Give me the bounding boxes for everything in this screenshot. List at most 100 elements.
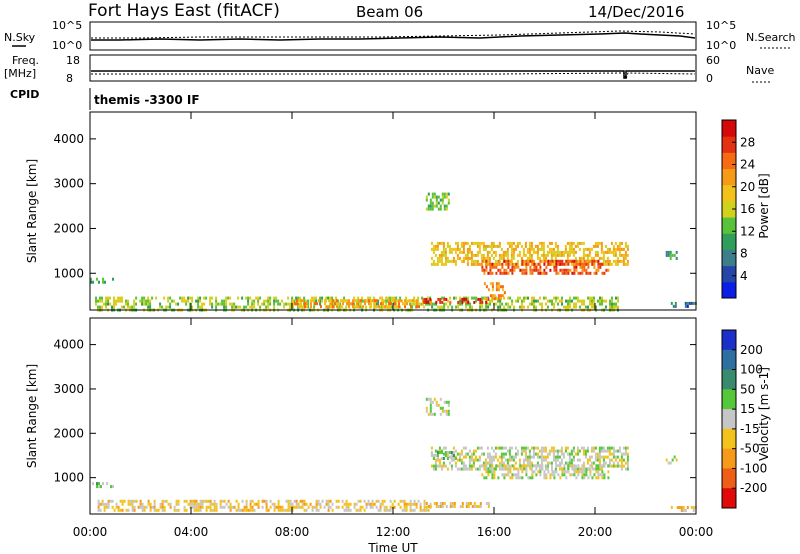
range-cell xyxy=(492,256,495,260)
range-cell xyxy=(97,299,99,303)
range-cell xyxy=(413,508,416,512)
range-cell xyxy=(440,253,443,257)
range-cell xyxy=(427,207,430,211)
y-tick-label: 1000 xyxy=(53,471,84,485)
range-cell xyxy=(452,454,455,457)
range-cell xyxy=(576,449,579,453)
range-cell xyxy=(434,461,437,465)
range-cell xyxy=(530,244,533,248)
range-cell xyxy=(449,505,452,508)
range-cell xyxy=(507,265,510,269)
range-cell xyxy=(241,296,244,300)
range-cell xyxy=(607,470,610,474)
range-cell xyxy=(524,449,527,453)
range-cell xyxy=(594,253,597,257)
range-cell xyxy=(546,455,549,459)
range-cell xyxy=(401,508,404,512)
range-cell xyxy=(470,452,473,456)
range-cell xyxy=(316,302,318,306)
range-cell xyxy=(101,502,104,506)
range-cell xyxy=(606,446,609,450)
range-cell xyxy=(560,458,563,462)
range-cell xyxy=(614,458,617,462)
range-cell xyxy=(321,499,324,503)
range-cell xyxy=(287,502,290,506)
range-cell xyxy=(461,300,464,304)
range-cell xyxy=(541,464,544,468)
range-cell xyxy=(487,288,490,292)
y-tick-label: 3000 xyxy=(53,382,84,396)
range-cell xyxy=(389,505,392,509)
range-cell xyxy=(487,271,490,275)
range-cell xyxy=(501,262,504,266)
range-cell xyxy=(183,499,186,503)
range-cell xyxy=(501,302,504,306)
range-cell xyxy=(125,302,127,306)
range-cell xyxy=(488,244,491,248)
range-cell xyxy=(511,302,514,306)
range-cell xyxy=(107,299,109,303)
range-cell xyxy=(561,268,564,272)
range-cell xyxy=(558,455,561,459)
nave-series xyxy=(91,72,696,81)
range-cell xyxy=(354,305,356,309)
range-cell xyxy=(345,508,348,512)
range-cell xyxy=(680,506,683,509)
range-cell xyxy=(674,304,677,308)
range-cell xyxy=(620,464,623,468)
range-cell xyxy=(145,505,148,509)
range-cell xyxy=(121,296,123,300)
range-cell xyxy=(147,305,150,309)
range-cell xyxy=(465,297,468,301)
range-cell xyxy=(513,305,515,309)
range-cell xyxy=(598,241,601,245)
range-cell xyxy=(512,253,515,257)
range-cell xyxy=(485,470,488,474)
range-cell xyxy=(460,259,463,263)
range-cell xyxy=(569,296,571,300)
range-cell xyxy=(431,400,434,404)
range-cell xyxy=(439,305,442,309)
range-cell xyxy=(207,499,210,503)
range-cell xyxy=(109,499,112,503)
range-cell xyxy=(151,296,154,300)
range-cell xyxy=(346,302,348,306)
range-cell xyxy=(105,505,108,509)
range-cell xyxy=(199,499,202,503)
range-cell xyxy=(674,301,677,305)
range-cell xyxy=(560,446,563,450)
range-cell xyxy=(387,508,390,512)
range-cell xyxy=(555,271,558,275)
range-cell xyxy=(427,192,430,196)
range-cell xyxy=(472,458,475,462)
range-cell xyxy=(315,299,318,303)
range-cell xyxy=(302,305,304,309)
range-cell xyxy=(462,467,465,471)
range-cell xyxy=(474,253,477,257)
range-cell xyxy=(231,305,234,309)
range-cell xyxy=(595,467,598,471)
range-cell xyxy=(438,446,441,450)
range-cell xyxy=(500,253,503,257)
range-cell xyxy=(585,262,588,266)
range-cell xyxy=(492,250,495,254)
range-cell xyxy=(503,268,506,272)
range-cell xyxy=(555,296,557,300)
range-cell xyxy=(516,241,519,245)
freq-panel xyxy=(89,54,697,82)
range-cell xyxy=(452,458,455,462)
range-cell xyxy=(573,271,576,275)
range-cell xyxy=(135,296,138,300)
range-cell xyxy=(133,505,136,509)
range-cell xyxy=(582,253,585,257)
range-cell xyxy=(281,505,284,509)
range-cell xyxy=(510,455,513,459)
range-cell xyxy=(442,446,445,450)
range-cell xyxy=(389,305,392,309)
range-cell xyxy=(667,461,670,465)
range-cell xyxy=(531,464,534,468)
range-cell xyxy=(480,241,483,245)
range-cell xyxy=(505,302,508,306)
range-cell xyxy=(566,250,569,254)
range-cell xyxy=(434,458,437,462)
